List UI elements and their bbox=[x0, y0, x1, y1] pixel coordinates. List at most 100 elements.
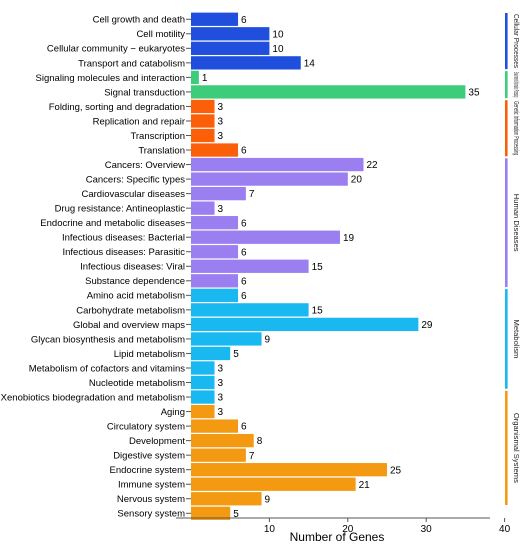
category-label: Xenobiotics biodegradation and metabolis… bbox=[1, 392, 185, 403]
bar bbox=[191, 463, 387, 477]
value-label: 29 bbox=[421, 320, 433, 331]
bar bbox=[191, 85, 466, 99]
category-label: Cellular community − eukaryotes bbox=[47, 44, 185, 55]
x-axis-title: Number of Genes bbox=[290, 530, 385, 544]
bar bbox=[191, 332, 262, 346]
value-label: 6 bbox=[241, 15, 247, 26]
value-label: 8 bbox=[257, 436, 263, 447]
value-label: 20 bbox=[351, 175, 363, 186]
value-label: 6 bbox=[241, 146, 247, 157]
category-label: Cardiovascular diseases bbox=[82, 189, 186, 200]
category-label: Digestive system bbox=[113, 451, 185, 462]
group-strip bbox=[505, 390, 508, 506]
category-label: Infectious diseases: Bacterial bbox=[62, 233, 185, 244]
x-axis: 10 20 30 40 bbox=[176, 517, 511, 535]
category-label: Nervous system bbox=[117, 494, 185, 505]
value-label: 3 bbox=[218, 393, 224, 404]
category-label: Signaling molecules and interaction bbox=[36, 73, 185, 84]
category-label: Nucleotide metabolism bbox=[89, 378, 185, 389]
bar bbox=[191, 317, 419, 332]
value-label: 3 bbox=[218, 131, 224, 142]
value-label: 3 bbox=[218, 364, 224, 375]
x-tick-label: 40 bbox=[499, 524, 511, 535]
bar bbox=[191, 303, 309, 317]
category-label: Endocrine and metabolic diseases bbox=[40, 218, 185, 229]
bar bbox=[191, 99, 215, 114]
value-label: 1 bbox=[202, 73, 208, 84]
bar bbox=[191, 375, 215, 390]
category-label: Cell growth and death bbox=[93, 15, 185, 26]
category-label: Folding, sorting and degradation bbox=[49, 102, 185, 113]
value-label: 7 bbox=[249, 451, 255, 462]
category-label: Substance dependence bbox=[85, 276, 185, 287]
bar bbox=[191, 216, 239, 230]
bar bbox=[191, 288, 239, 302]
group-label: Human Diseases bbox=[512, 194, 521, 252]
group-label: Organismal Systems bbox=[512, 413, 521, 483]
category-label: Infectious diseases: Viral bbox=[80, 262, 185, 273]
value-label: 5 bbox=[233, 509, 239, 520]
bar bbox=[191, 274, 239, 288]
value-label: 3 bbox=[218, 117, 224, 128]
value-label: 3 bbox=[218, 204, 224, 215]
bar bbox=[191, 506, 231, 520]
bars-layer: Cell growth and death 6 Cell motility 10 Cel… bbox=[1, 12, 480, 520]
bar bbox=[191, 114, 215, 128]
bar bbox=[191, 419, 239, 433]
value-label: 3 bbox=[218, 407, 224, 418]
value-label: 5 bbox=[233, 349, 239, 360]
value-label: 3 bbox=[218, 102, 224, 113]
category-label: Lipid metabolism bbox=[114, 349, 185, 360]
x-tick-label: 20 bbox=[342, 524, 354, 535]
x-tick-label: 10 bbox=[264, 524, 276, 535]
bar bbox=[191, 245, 239, 259]
category-label: Circulatory system bbox=[107, 422, 185, 433]
bar bbox=[191, 128, 215, 143]
category-group-strip: Cellular Processes Environmental Informat… bbox=[505, 13, 521, 506]
bar bbox=[191, 346, 231, 361]
bar bbox=[191, 186, 246, 201]
category-label: Translation bbox=[138, 145, 185, 156]
bar bbox=[191, 361, 215, 375]
value-label: 6 bbox=[241, 218, 247, 229]
bar bbox=[191, 259, 309, 273]
bar bbox=[191, 27, 270, 41]
category-label: Amino acid metabolism bbox=[87, 291, 185, 302]
category-label: Cancers: Specific types bbox=[86, 174, 186, 185]
group-strip bbox=[505, 100, 508, 157]
value-label: 35 bbox=[468, 88, 480, 99]
category-label: Metabolism of cofactors and vitamins bbox=[29, 363, 186, 374]
bar bbox=[191, 56, 301, 70]
value-label: 9 bbox=[265, 335, 271, 346]
value-label: 21 bbox=[359, 480, 371, 491]
bar bbox=[191, 448, 246, 462]
category-label: Immune system bbox=[118, 480, 185, 491]
bar bbox=[191, 157, 364, 172]
group-strip bbox=[505, 158, 508, 288]
category-label: Cancers: Overview bbox=[105, 160, 185, 171]
category-label: Endocrine system bbox=[109, 465, 185, 476]
bar bbox=[191, 12, 239, 26]
value-label: 25 bbox=[390, 465, 402, 476]
value-label: 15 bbox=[312, 305, 324, 316]
value-label: 19 bbox=[343, 233, 355, 244]
category-label: Transport and catabolism bbox=[78, 58, 185, 69]
value-label: 6 bbox=[241, 291, 247, 302]
group-label: Environmental Information Processing bbox=[512, 72, 521, 97]
value-label: 3 bbox=[218, 378, 224, 389]
group-label: Cellular Processes bbox=[512, 14, 521, 68]
x-tick-label: 30 bbox=[421, 524, 433, 535]
group-label: Genetic Information Processing bbox=[512, 101, 521, 155]
category-label: Transcription bbox=[130, 131, 185, 142]
value-label: 6 bbox=[241, 247, 247, 258]
value-label: 10 bbox=[272, 44, 284, 55]
category-label: Development bbox=[129, 436, 185, 447]
bar bbox=[191, 172, 348, 186]
category-label: Drug resistance: Antineoplastic bbox=[55, 204, 186, 215]
bar bbox=[191, 390, 215, 404]
group-strip bbox=[505, 13, 508, 70]
category-label: Aging bbox=[161, 407, 185, 418]
value-label: 7 bbox=[249, 189, 255, 200]
category-label: Cell motility bbox=[136, 29, 185, 40]
